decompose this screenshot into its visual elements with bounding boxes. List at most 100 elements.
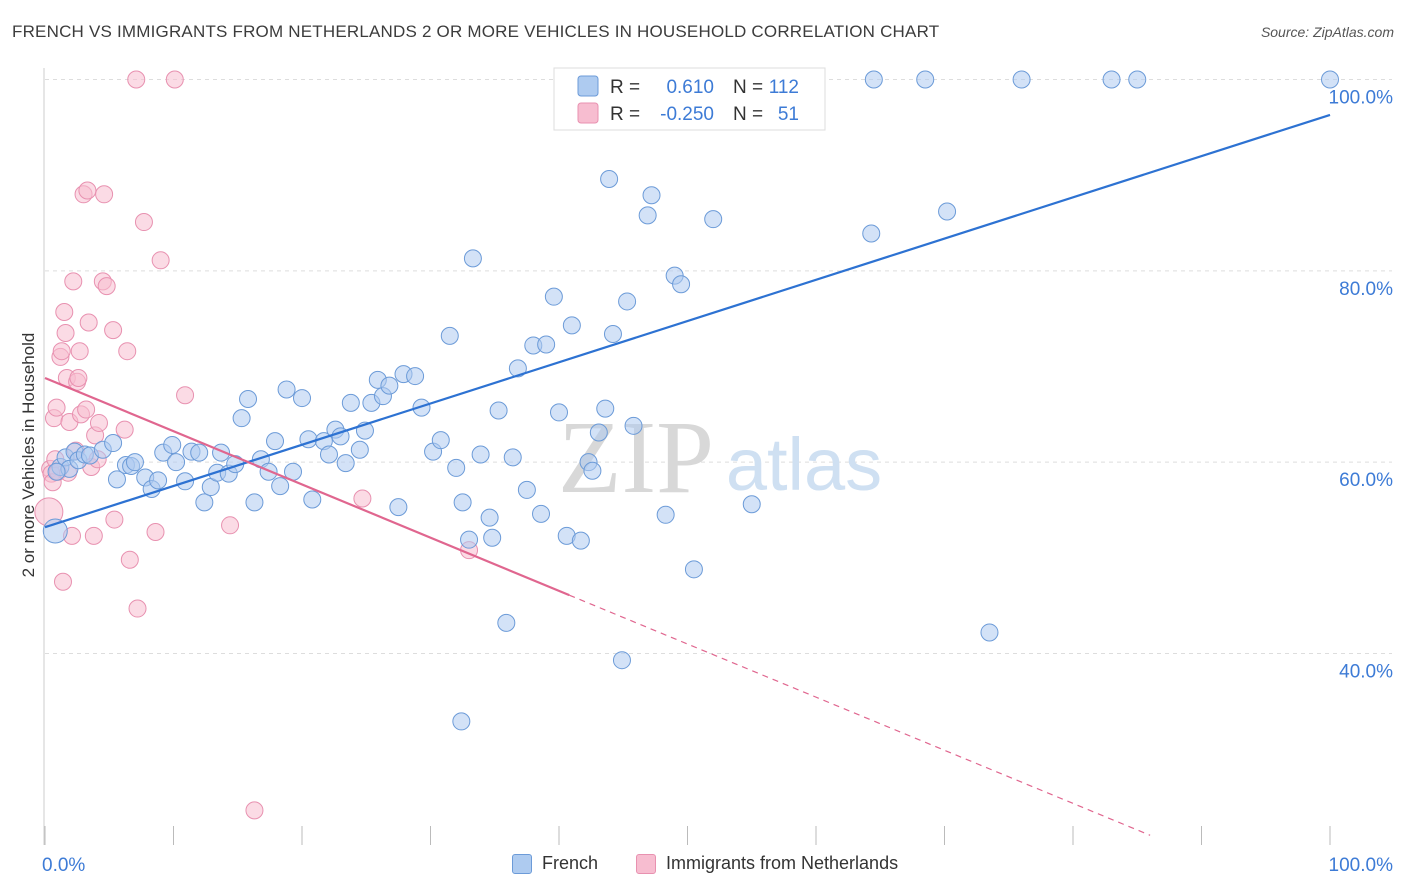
french-point bbox=[336, 454, 355, 473]
french-point bbox=[638, 206, 657, 225]
netherlands-point bbox=[77, 400, 96, 419]
y-tick-label: 100.0% bbox=[1329, 88, 1394, 109]
french-point bbox=[42, 518, 68, 544]
netherlands-point bbox=[353, 489, 372, 508]
netherlands-point bbox=[97, 277, 116, 296]
french-point bbox=[603, 324, 622, 343]
french-swatch bbox=[512, 853, 532, 874]
legend-top-neth-swatch bbox=[577, 102, 599, 124]
y-tick-label: 60.0% bbox=[1339, 470, 1393, 491]
french-point bbox=[107, 470, 126, 489]
legend-top-box bbox=[553, 67, 826, 131]
french-point bbox=[389, 498, 408, 517]
netherlands-trend-extrapolated bbox=[569, 594, 1151, 836]
french-points bbox=[42, 70, 1339, 731]
french-point bbox=[583, 461, 602, 480]
french-point bbox=[266, 432, 285, 451]
french-point bbox=[562, 316, 581, 335]
legend-r-label-2: R = bbox=[610, 104, 640, 125]
netherlands-point bbox=[115, 420, 134, 439]
french-point bbox=[704, 210, 723, 229]
french-point bbox=[550, 403, 568, 422]
french-point bbox=[412, 398, 431, 417]
netherlands-point bbox=[128, 599, 147, 618]
legend-item-french[interactable]: French bbox=[512, 853, 598, 874]
netherlands-point bbox=[53, 572, 72, 591]
french-point bbox=[1102, 70, 1121, 89]
french-point bbox=[471, 445, 490, 464]
netherlands-point bbox=[70, 342, 89, 361]
french-point bbox=[406, 367, 425, 386]
legend-bottom: French Immigrants from Netherlands bbox=[0, 853, 1406, 877]
netherlands-point bbox=[120, 550, 139, 569]
french-point bbox=[190, 443, 209, 462]
netherlands-point bbox=[104, 321, 123, 340]
french-point bbox=[862, 224, 881, 243]
french-point bbox=[864, 70, 883, 89]
french-point bbox=[916, 70, 935, 89]
legend-n-label-1: N = bbox=[733, 77, 763, 98]
french-point bbox=[980, 623, 999, 642]
french-point bbox=[571, 531, 590, 550]
french-point bbox=[618, 292, 637, 311]
french-point bbox=[600, 169, 619, 188]
axes bbox=[43, 68, 1331, 845]
legend-n-value-1: 112 bbox=[769, 77, 799, 98]
netherlands-point bbox=[52, 342, 71, 361]
french-point bbox=[452, 712, 471, 731]
french-point bbox=[672, 275, 691, 294]
netherlands-point bbox=[176, 386, 195, 405]
legend-top: R = 0.610 N = 112 R = -0.250 N = 51 bbox=[553, 67, 826, 131]
netherlands-point bbox=[55, 302, 74, 321]
netherlands-point bbox=[165, 70, 184, 89]
french-point bbox=[1128, 70, 1147, 89]
netherlands-point bbox=[69, 368, 88, 387]
y-tick-label: 80.0% bbox=[1339, 279, 1393, 300]
legend-r-value-2: -0.250 bbox=[660, 104, 714, 125]
x-tick-label: 0.0% bbox=[42, 855, 85, 876]
tick-labels: 40.0% 60.0% 80.0% 100.0% 0.0% 100.0% bbox=[42, 88, 1393, 877]
french-point bbox=[149, 471, 168, 490]
french-point bbox=[1012, 70, 1031, 89]
french-point bbox=[447, 458, 466, 477]
french-point bbox=[1321, 70, 1339, 89]
netherlands-point bbox=[127, 70, 146, 89]
legend-label-french: French bbox=[542, 853, 599, 873]
netherlands-point bbox=[146, 523, 165, 542]
watermark-atlas: atlas bbox=[726, 423, 882, 506]
french-point bbox=[508, 359, 527, 378]
french-point bbox=[938, 202, 957, 221]
legend-label-netherlands: Immigrants from Netherlands bbox=[666, 853, 899, 873]
legend-r-label-1: R = bbox=[610, 77, 640, 98]
legend-n-value-2: 51 bbox=[778, 104, 799, 125]
netherlands-point bbox=[151, 251, 170, 270]
legend-top-french-swatch bbox=[577, 75, 599, 97]
french-point bbox=[350, 440, 369, 459]
french-point bbox=[167, 453, 186, 472]
french-point bbox=[642, 186, 661, 205]
french-point bbox=[431, 431, 450, 450]
netherlands-point bbox=[134, 213, 153, 232]
y-axis-label: 2 or more Vehicles in Household bbox=[19, 332, 38, 578]
watermark: ZIP atlas bbox=[558, 400, 882, 515]
french-point bbox=[532, 504, 551, 523]
netherlands-point bbox=[95, 185, 114, 204]
gridlines bbox=[45, 79, 1392, 654]
netherlands-point bbox=[47, 398, 66, 417]
french-point bbox=[277, 380, 296, 399]
chart-title: FRENCH VS IMMIGRANTS FROM NETHERLANDS 2 … bbox=[12, 22, 940, 41]
netherlands-point bbox=[78, 181, 97, 200]
french-point bbox=[319, 445, 338, 464]
netherlands-point bbox=[245, 801, 264, 820]
french-point bbox=[125, 453, 144, 472]
legend-item-netherlands[interactable]: Immigrants from Netherlands bbox=[636, 853, 898, 874]
netherlands-point bbox=[84, 526, 103, 545]
french-point bbox=[163, 435, 182, 454]
french-point bbox=[440, 326, 459, 345]
french-point bbox=[503, 448, 522, 467]
french-point bbox=[232, 409, 251, 428]
french-point bbox=[480, 508, 499, 527]
french-point bbox=[596, 399, 615, 418]
french-trend-line bbox=[44, 113, 1331, 529]
french-point bbox=[463, 249, 482, 268]
